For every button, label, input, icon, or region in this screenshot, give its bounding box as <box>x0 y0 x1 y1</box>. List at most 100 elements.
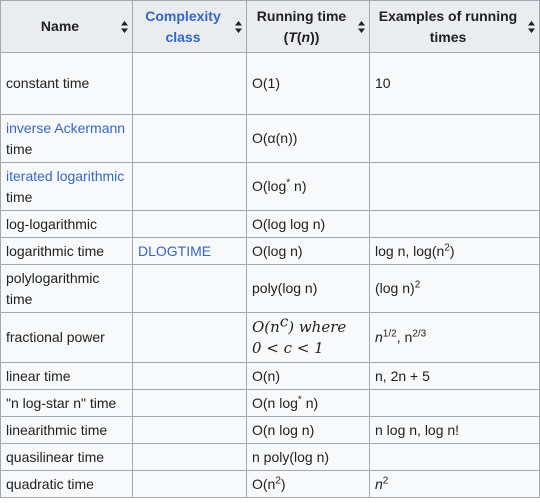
cell-class <box>132 264 247 313</box>
cell-name: logarithmic time <box>0 237 133 265</box>
table-row: constant time O(1) 10 <box>0 52 540 115</box>
cell-time: n poly(log n) <box>246 443 370 471</box>
header-running-time-suffix: )) <box>310 28 320 45</box>
header-row: Name Complexity class Running time (T(n)… <box>0 0 540 53</box>
dlogtime-link[interactable]: DLOGTIME <box>138 242 212 259</box>
inverse-ackermann-link[interactable]: inverse Ackermann <box>6 119 126 136</box>
table-row: linear time O(n) n, 2n + 5 <box>0 362 540 390</box>
cell-name-rest: time <box>6 188 33 205</box>
cell-class <box>132 162 247 211</box>
cell-time-part: O(n <box>252 475 276 492</box>
cell-time: O(nc) where 0 < c < 1 <box>246 312 370 363</box>
header-examples[interactable]: Examples of running times <box>369 0 540 53</box>
iterated-logarithmic-link[interactable]: iterated logarithmic <box>6 167 125 184</box>
cell-example-sup: 2 <box>444 241 450 253</box>
header-running-time-n: n <box>301 28 311 45</box>
cell-name: log-logarithmic <box>0 210 133 238</box>
cell-example: 10 <box>369 52 540 115</box>
cell-example: n log n, log n! <box>369 416 540 444</box>
cell-example <box>369 162 540 211</box>
header-examples-label: Examples of running times <box>378 7 518 45</box>
cell-example <box>369 210 540 238</box>
cell-class <box>132 416 247 444</box>
cell-example-part: , n <box>396 329 413 345</box>
cell-example-part: ) <box>449 242 455 259</box>
table-row: quasilinear time n poly(log n) <box>0 443 540 471</box>
cell-time: O(log n) <box>246 237 370 265</box>
table-row: logarithmic time DLOGTIME O(log n) log n… <box>0 237 540 265</box>
cell-time-sup: 2 <box>275 474 281 486</box>
cell-name: inverse Ackermann time <box>0 114 133 163</box>
sort-icon[interactable] <box>357 20 366 34</box>
cell-example <box>369 114 540 163</box>
header-running-time[interactable]: Running time (T(n)) <box>246 0 370 53</box>
cell-example-part: log n, log(n <box>375 242 445 259</box>
cell-time: O(1) <box>246 52 370 115</box>
cell-example-part: (log n) <box>375 280 415 296</box>
cell-name: polylogarithmic time <box>0 264 133 313</box>
table-row: quadratic time O(n2) n2 <box>0 470 540 498</box>
cell-name: quasilinear time <box>0 443 133 471</box>
header-name[interactable]: Name <box>0 0 133 53</box>
cell-example-sup: 2 <box>414 279 421 291</box>
cell-class <box>132 52 247 115</box>
cell-class <box>132 389 247 417</box>
cell-example-sup: 1/2 <box>382 328 397 340</box>
header-complexity-class[interactable]: Complexity class <box>132 0 247 53</box>
cell-class <box>132 210 247 238</box>
cell-time: O(n) <box>246 362 370 390</box>
cell-time-part: O(n log <box>252 394 298 411</box>
cell-time: poly(log n) <box>246 264 370 313</box>
table-row: fractional power O(nc) where 0 < c < 1 n… <box>0 312 540 363</box>
cell-time-part: n) <box>290 178 307 194</box>
cell-time-sup: c <box>279 312 289 330</box>
table-row: inverse Ackermann time O(α(n)) <box>0 114 540 163</box>
cell-example: n2 <box>369 470 540 498</box>
cell-name: linear time <box>0 362 133 390</box>
cell-name-rest: time <box>6 140 33 157</box>
cell-class: DLOGTIME <box>132 237 247 265</box>
cell-class <box>132 114 247 163</box>
sort-icon[interactable] <box>120 20 129 34</box>
cell-name: fractional power <box>0 312 133 363</box>
cell-example-sup: 2/3 <box>412 328 427 340</box>
cell-time-part: O(log <box>252 178 287 194</box>
cell-example <box>369 389 540 417</box>
cell-example: n1/2, n2/3 <box>369 312 540 363</box>
cell-time: O(log log n) <box>246 210 370 238</box>
cell-time-part: O(n <box>252 317 280 336</box>
table-row: "n log-star n" time O(n log* n) <box>0 389 540 417</box>
table-row: polylogarithmic time poly(log n) (log n)… <box>0 264 540 313</box>
cell-class <box>132 312 247 363</box>
sort-icon[interactable] <box>234 20 243 34</box>
cell-example: (log n)2 <box>369 264 540 313</box>
header-running-time-T: T <box>288 28 297 45</box>
header-running-time-paren: ( <box>296 28 302 45</box>
cell-name: iterated logarithmic time <box>0 162 133 211</box>
cell-example <box>369 443 540 471</box>
cell-time: O(n log* n) <box>246 389 370 417</box>
cell-example: log n, log(n2) <box>369 237 540 265</box>
header-name-label: Name <box>40 18 80 34</box>
sort-icon[interactable] <box>527 20 536 34</box>
cell-time: O(α(n)) <box>246 114 370 163</box>
cell-class <box>132 443 247 471</box>
cell-name: constant time <box>0 52 133 115</box>
cell-time-part: ) where <box>288 317 347 336</box>
cell-example-part: n <box>375 329 383 345</box>
cell-time-line2: 0 < c < 1 <box>252 338 324 357</box>
cell-class <box>132 362 247 390</box>
cell-time-sup: * <box>297 393 302 405</box>
header-running-time-prefix: Running time ( <box>256 7 347 45</box>
header-complexity-class-link[interactable]: Complexity class <box>145 7 221 45</box>
cell-name: linearithmic time <box>0 416 133 444</box>
cell-example: n, 2n + 5 <box>369 362 540 390</box>
table-row: log-logarithmic O(log log n) <box>0 210 540 238</box>
table-row: linearithmic time O(n log n) n log n, lo… <box>0 416 540 444</box>
cell-name: "n log-star n" time <box>0 389 133 417</box>
cell-time-part: ) <box>280 475 286 492</box>
cell-time-part: n) <box>301 394 319 411</box>
cell-example-sup: 2 <box>382 474 389 486</box>
